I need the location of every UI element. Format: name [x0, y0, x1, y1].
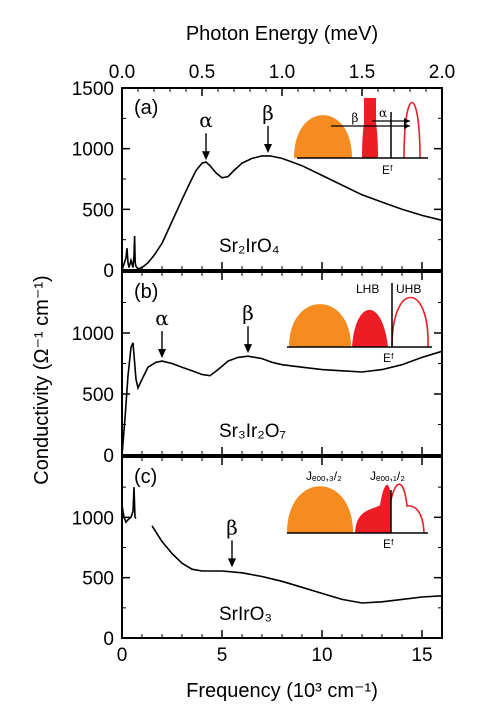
lhb-band: [352, 309, 388, 347]
arrowhead: [404, 123, 410, 129]
jeff32-band: [287, 486, 353, 533]
panel-frame: [121, 87, 443, 271]
y-tick-label: 1000: [72, 324, 114, 345]
peak-arrowhead: [228, 558, 236, 568]
y-tick-label: 500: [82, 569, 114, 590]
x-tick-label: 10: [311, 645, 332, 666]
x-tick-label: 15: [411, 645, 432, 666]
compound-label: Sr₂IrO₄: [219, 236, 280, 257]
inset-ef: Eᶠ: [382, 163, 393, 177]
y-tick-label: 1000: [72, 140, 114, 161]
inset-jeff32: Jₑₒₒ,₃/₂: [306, 469, 342, 483]
top-axis-title: Photon Energy (meV): [186, 23, 378, 45]
peak-arrowhead: [202, 151, 210, 161]
top-tick-label: 1.0: [269, 62, 295, 83]
y-axis-title: Conductivity (Ω⁻¹ cm⁻¹): [31, 275, 53, 484]
peak-arrowhead: [264, 143, 272, 153]
top-tick-label: 0.0: [109, 62, 135, 83]
panel-label: (c): [134, 466, 157, 488]
conductivity-curve: [121, 155, 443, 271]
peak-label: α: [199, 108, 213, 132]
jeff12-upper: [390, 483, 425, 534]
x-tick-label: 0: [117, 645, 128, 666]
inset-lhb: LHB: [356, 282, 379, 296]
uhb-band: [391, 296, 429, 348]
y-tick-label: 1500: [72, 79, 114, 100]
top-tick-label: 0.5: [189, 62, 215, 83]
y-tick-label: 1000: [72, 508, 114, 529]
conductivity-curve: [121, 342, 443, 456]
panel-a: 0 500 1000 1500 α β (a) Sr₂IrO₄ β α Eᶠ: [72, 79, 443, 282]
peak-label: β: [242, 301, 254, 325]
top-tick-label: 1.5: [349, 62, 375, 83]
peak-arrowhead: [158, 349, 166, 359]
jeff32-band: [289, 304, 351, 347]
band-inset: Jₑₒₒ,₃/₂ Jₑₒₒ,₁/₂ Eᶠ: [287, 469, 428, 551]
y-tick-label: 0: [103, 446, 114, 467]
compound-label: Sr₃Ir₂O₇: [219, 421, 286, 442]
conductivity-curve: [121, 487, 137, 524]
panel-frame: [121, 456, 443, 639]
inset-ef: Eᶠ: [383, 537, 394, 551]
lhb-band-top: [362, 107, 378, 158]
top-axis: 0.0 0.5 1.0 1.5 2.0: [109, 62, 455, 96]
jeff12-lower: [355, 484, 391, 533]
peak-label: β: [262, 101, 274, 125]
x-axis-title: Frequency (10³ cm⁻¹): [186, 680, 378, 702]
compound-label: SrIrO₃: [219, 604, 272, 625]
peak-arrowhead: [244, 344, 252, 354]
y-tick-label: 0: [103, 629, 114, 650]
uhb-band: [403, 102, 421, 159]
peak-label: β: [226, 515, 238, 539]
y-tick-label: 0: [103, 261, 114, 282]
inset-alpha: α: [379, 106, 387, 120]
band-inset: LHB UHB Eᶠ: [287, 282, 432, 365]
y-tick-label: 500: [82, 200, 114, 221]
arrowhead: [404, 118, 410, 124]
x-tick-label: 5: [217, 645, 228, 666]
inset-uhb: UHB: [396, 282, 421, 296]
jeff32-band: [294, 115, 352, 158]
peak-label: α: [155, 306, 169, 330]
top-tick-label: 2.0: [429, 62, 455, 83]
y-tick-label: 500: [82, 385, 114, 406]
inset-jeff12: Jₑₒₒ,₁/₂: [370, 469, 405, 483]
inset-beta: β: [352, 111, 359, 125]
panel-c: 0 500 1000 0 5 10 15 β (c) SrIrO₃ Jₑₒₒ,₃/₂ Jₑₒₒ,₁/₂…: [72, 456, 443, 666]
band-inset: β α Eᶠ: [294, 98, 428, 177]
panel-label: (a): [134, 97, 158, 119]
inset-ef: Eᶠ: [383, 351, 394, 365]
panel-b: 0 500 1000 α β (b) Sr₃Ir₂O₇ LHB UHB Eᶠ: [72, 271, 443, 467]
conductivity-curve: [151, 525, 443, 604]
panel-label: (b): [134, 281, 158, 303]
